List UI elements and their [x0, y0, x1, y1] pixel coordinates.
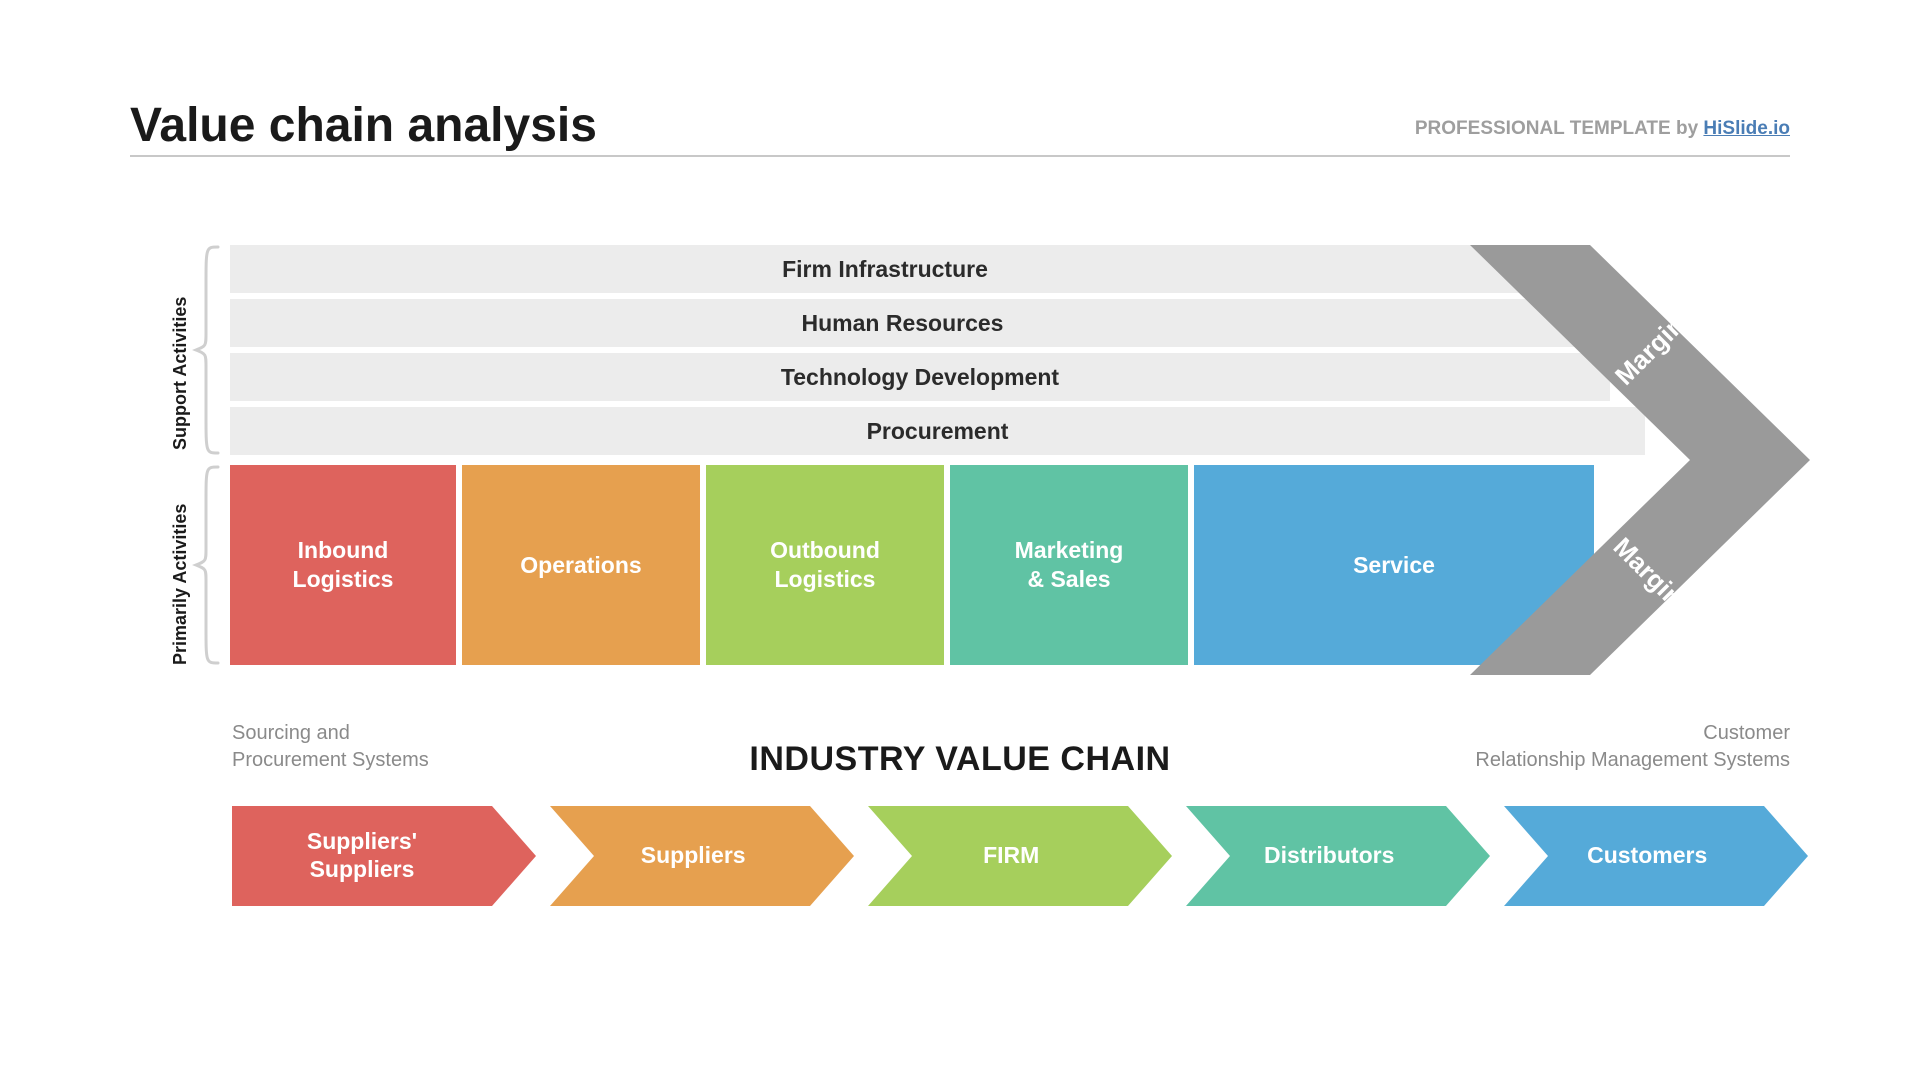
page-title: Value chain analysis [130, 98, 597, 153]
primary-activities-label: Primarily Activities [170, 504, 191, 665]
chain-label: Suppliers'Suppliers [232, 806, 492, 906]
template-credit: PROFESSIONAL TEMPLATE by HiSlide.io [1415, 118, 1790, 140]
support-row: Technology Development [230, 353, 1610, 401]
right-caption: Customer Relationship Management Systems [1475, 720, 1790, 774]
primary-brace-icon [192, 465, 222, 665]
chain-label: FIRM [881, 806, 1141, 906]
margin-chevron-icon [1470, 245, 1820, 675]
primary-activity-block: Marketing& Sales [950, 465, 1188, 665]
support-activities-label: Support Activities [170, 297, 191, 450]
chain-label: Customers [1517, 806, 1777, 906]
right-caption-line1: Customer [1703, 722, 1790, 744]
chain-label: Distributors [1199, 806, 1459, 906]
template-credit-link[interactable]: HiSlide.io [1703, 118, 1790, 139]
support-row: Firm Infrastructure [230, 245, 1540, 293]
support-brace-icon [192, 245, 222, 455]
support-row: Procurement [230, 407, 1645, 455]
support-row: Human Resources [230, 299, 1575, 347]
primary-activity-block: Operations [462, 465, 700, 665]
primary-activity-block: InboundLogistics [230, 465, 456, 665]
right-caption-line2: Relationship Management Systems [1475, 749, 1790, 771]
primary-activity-block: OutboundLogistics [706, 465, 944, 665]
template-credit-prefix: PROFESSIONAL TEMPLATE by [1415, 118, 1704, 139]
chain-label: Suppliers [563, 806, 823, 906]
slide: Value chain analysis PROFESSIONAL TEMPLA… [0, 0, 1920, 1080]
title-underline [130, 155, 1790, 157]
